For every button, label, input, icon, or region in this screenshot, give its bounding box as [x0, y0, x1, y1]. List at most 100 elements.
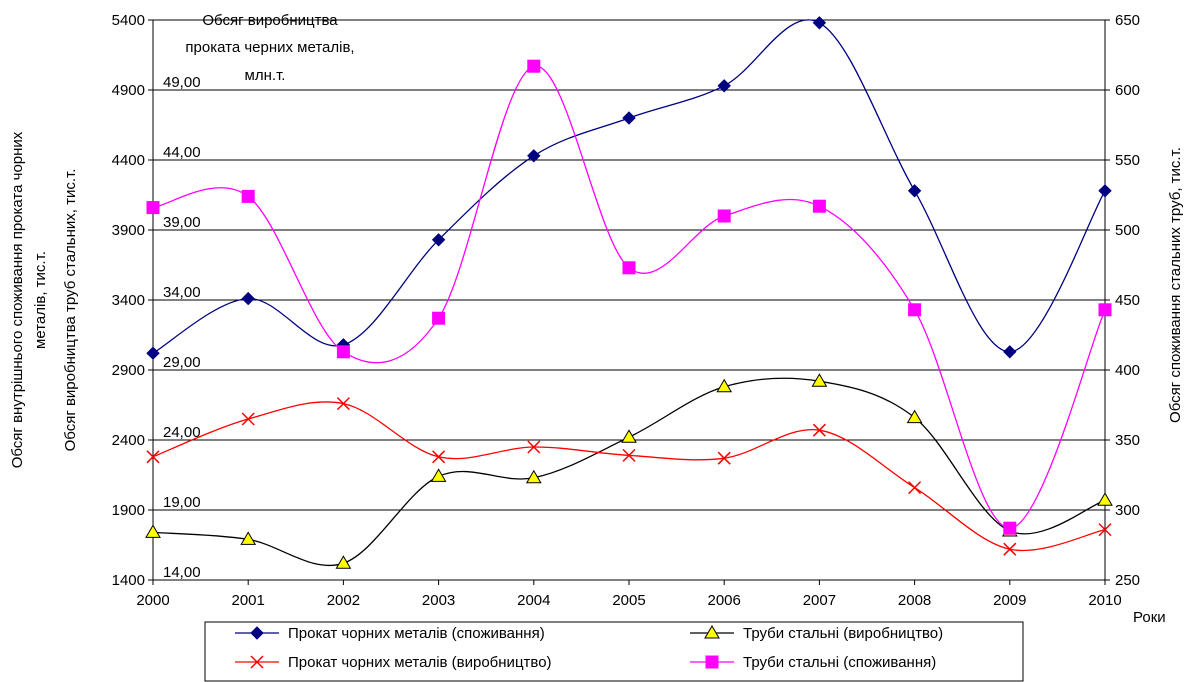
data-point-marker	[430, 468, 447, 482]
x-tick-label: 2000	[136, 592, 169, 609]
series-line	[152, 19, 1106, 354]
right-tick-label: 650	[1115, 12, 1140, 29]
right-tick-label: 400	[1115, 362, 1140, 379]
series-4	[146, 59, 1112, 535]
data-point-marker	[527, 59, 541, 73]
legend-label: Прокат чорних металів (споживання)	[288, 625, 545, 642]
data-point-marker	[622, 111, 636, 125]
left-tick-label: 3400	[112, 292, 145, 309]
legend-item: Труби стальні (виробництво)	[690, 625, 943, 642]
data-point-marker	[908, 481, 922, 495]
data-point-marker	[432, 450, 446, 464]
inner-tick-label: 29,00	[163, 354, 201, 371]
data-point-marker	[812, 423, 826, 437]
data-point-marker	[1003, 345, 1017, 359]
series-3	[146, 397, 1112, 556]
legend-marker	[250, 626, 264, 640]
x-tick-label: 2001	[232, 592, 265, 609]
x-tick-label: 2004	[517, 592, 550, 609]
legend: Прокат чорних металів (споживання) Труби …	[204, 621, 1024, 682]
data-point-marker	[1097, 492, 1113, 506]
x-tick-label: 2008	[898, 592, 931, 609]
data-point-marker	[812, 199, 826, 213]
inner-title-line: проката черних металів,	[185, 39, 354, 56]
data-point-marker	[240, 531, 257, 545]
inner-tick-label: 34,00	[163, 284, 201, 301]
data-point-marker	[811, 373, 828, 387]
right-tick-label: 600	[1115, 82, 1140, 99]
data-point-marker	[241, 291, 255, 306]
data-point-marker	[241, 412, 255, 426]
right-axis-title: Обсяг споживання стальних труб, тис.т.	[1167, 147, 1184, 423]
inner-tick-label: 44,00	[163, 144, 201, 161]
data-point-marker	[622, 448, 636, 462]
data-point-marker	[527, 149, 541, 163]
right-axis-ticks: 250 300 350 400 450 500 550 600 650	[1105, 12, 1140, 589]
legend-label: Прокат чорних металів (виробництво)	[288, 654, 552, 671]
data-point-marker	[906, 409, 923, 424]
data-point-marker	[907, 184, 922, 198]
series-line	[152, 401, 1106, 552]
series-2	[145, 373, 1113, 569]
data-point-marker	[1098, 523, 1112, 537]
data-point-marker	[146, 450, 160, 464]
left-tick-label: 2400	[112, 432, 145, 449]
data-point-marker	[716, 378, 733, 393]
right-tick-label: 300	[1115, 502, 1140, 519]
inner-tick-label: 24,00	[163, 424, 201, 441]
series-line	[152, 65, 1106, 529]
data-point-marker	[431, 233, 446, 247]
series-line	[152, 377, 1106, 567]
inner-tick-label: 39,00	[163, 214, 201, 231]
x-tick-label: 2005	[612, 592, 645, 609]
inner-chart-title: Обсяг виробництва проката черних металів,…	[185, 12, 354, 84]
inner-tick-label: 14,00	[163, 564, 201, 581]
left-tick-label: 4900	[112, 82, 145, 99]
right-tick-label: 550	[1115, 152, 1140, 169]
series-layer	[145, 16, 1113, 569]
left-axis-title-line2: металів, тис.т.	[32, 251, 49, 349]
data-point-marker	[146, 346, 160, 360]
left-axis-ticks: 1400 1900 2400 2900 3400 3900 4400 4900 5400	[112, 12, 153, 589]
x-tick-label: 2010	[1088, 592, 1121, 609]
x-tick-label: 2009	[993, 592, 1026, 609]
data-point-marker	[908, 303, 922, 317]
right-tick-label: 500	[1115, 222, 1140, 239]
data-point-marker	[527, 440, 541, 454]
x-tick-label: 2006	[708, 592, 741, 609]
data-point-marker	[335, 555, 352, 569]
left-tick-label: 3900	[112, 222, 145, 239]
right-tick-label: 450	[1115, 292, 1140, 309]
data-point-marker	[812, 16, 827, 30]
left-tick-label: 1900	[112, 502, 145, 519]
data-point-marker	[525, 469, 542, 484]
x-tick-label: 2002	[327, 592, 360, 609]
data-point-marker	[1098, 184, 1112, 198]
legend-box	[204, 621, 1024, 682]
legend-item: Прокат чорних металів (споживання)	[235, 625, 545, 642]
left-tick-label: 1400	[112, 572, 145, 589]
x-tick-label: 2007	[803, 592, 836, 609]
x-tick-label: 2003	[422, 592, 455, 609]
legend-item: Труби стальні (споживання)	[690, 654, 936, 671]
inner-axis-title: Обсяг виробництва труб стальних, тис.т.	[62, 169, 79, 452]
x-axis-ticks: 2000 2001 2002 2003 2004 2005 2006 2007 2008 2009…	[136, 580, 1122, 609]
x-axis-unit-label: Роки	[1133, 609, 1166, 626]
legend-marker	[250, 655, 264, 669]
legend-label: Труби стальні (споживання)	[743, 654, 936, 671]
legend-marker	[704, 625, 720, 639]
left-tick-label: 2900	[112, 362, 145, 379]
legend-marker	[705, 655, 719, 669]
data-point-marker	[146, 201, 160, 215]
data-point-marker	[622, 261, 636, 275]
inner-axis-ticks: 14,00 19,00 24,00 29,00 34,00 39,00 44,00 49,00	[163, 74, 201, 581]
data-point-marker	[1003, 521, 1017, 535]
data-point-marker	[717, 451, 731, 465]
data-point-marker	[717, 209, 731, 223]
data-point-marker	[1003, 542, 1017, 556]
legend-item: Прокат чорних металів (виробництво)	[235, 654, 552, 671]
data-point-marker	[621, 429, 637, 443]
series-1	[146, 16, 1112, 360]
data-point-marker	[336, 397, 350, 411]
